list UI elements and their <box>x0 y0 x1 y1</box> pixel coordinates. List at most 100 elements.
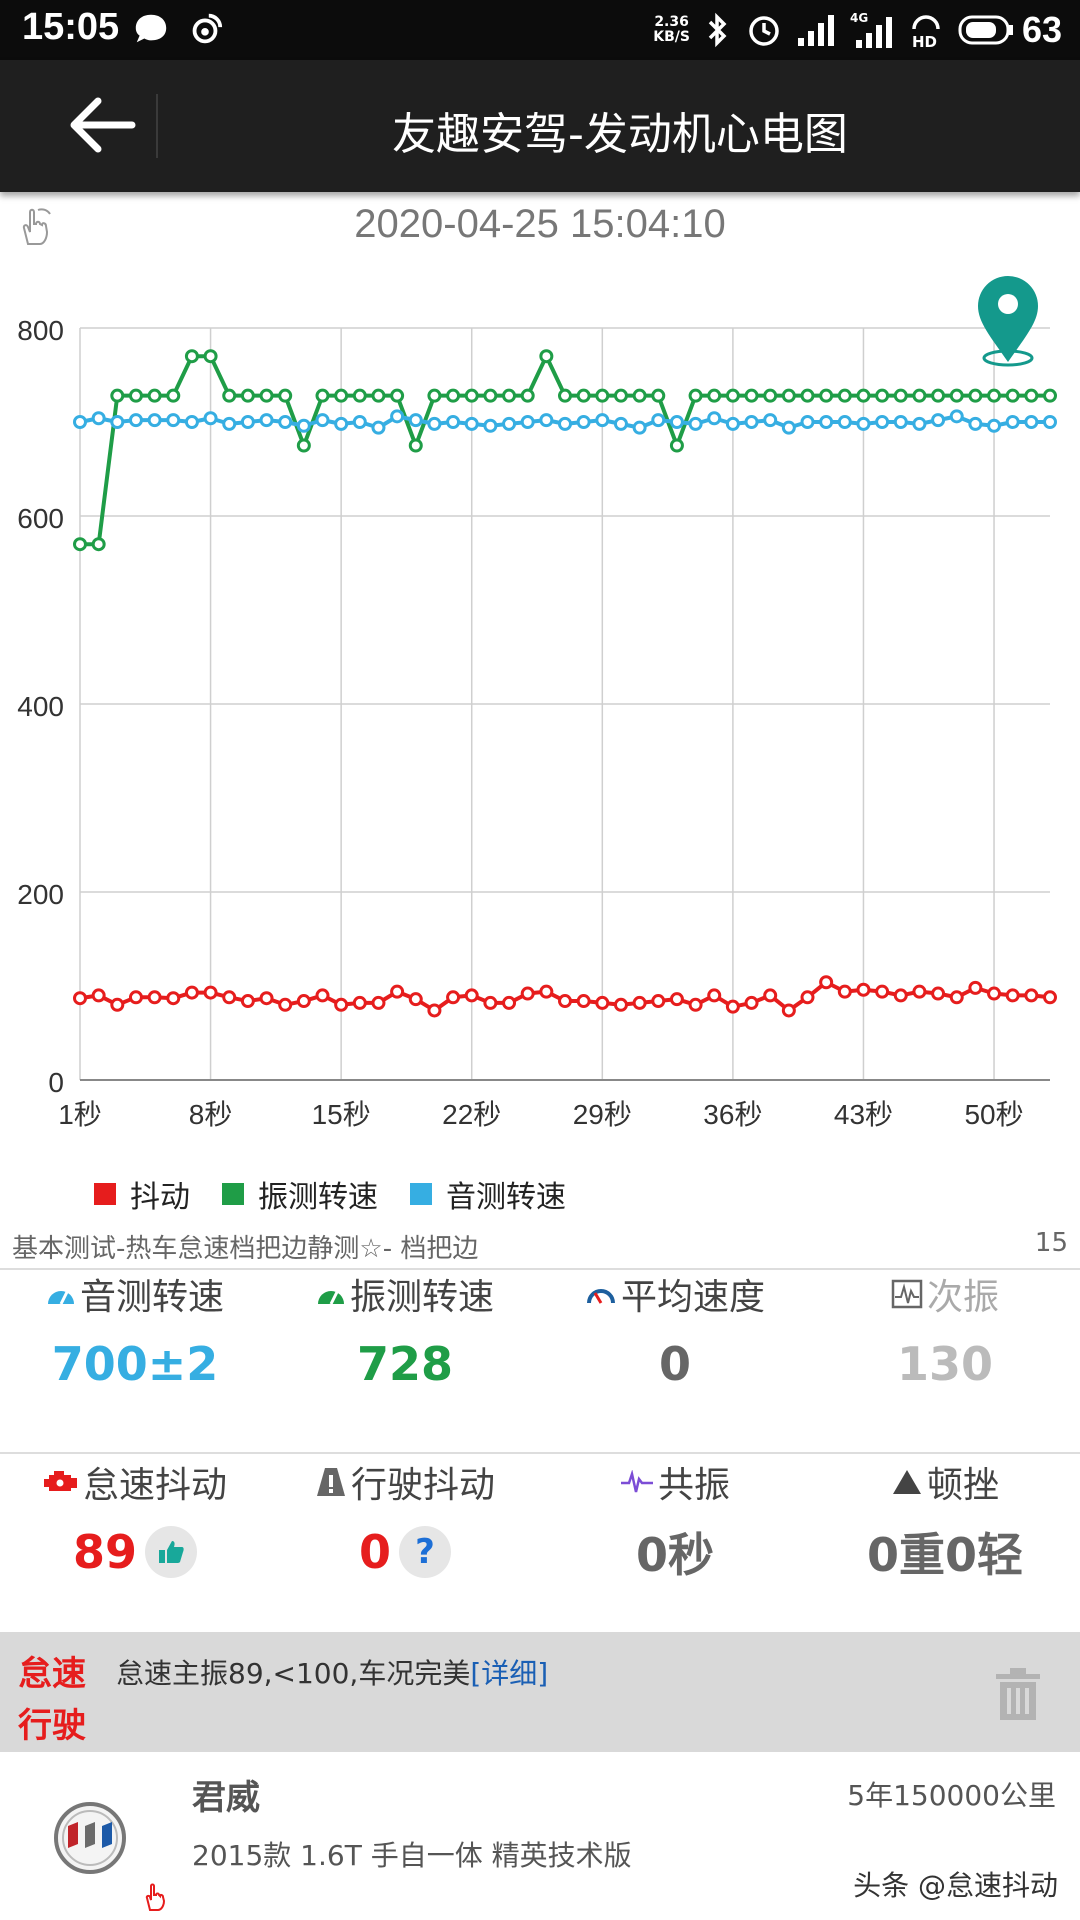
stat-resonance[interactable]: 共振 0秒 <box>540 1452 810 1592</box>
data-point <box>688 997 703 1012</box>
pulse-icon <box>620 1470 653 1493</box>
location-marker[interactable] <box>978 276 1038 367</box>
data-point <box>744 995 759 1010</box>
gauge-icon <box>317 1291 344 1305</box>
trash-icon[interactable] <box>992 1666 1044 1722</box>
x-tick-label: 1秒 <box>58 1099 102 1130</box>
data-point <box>315 988 330 1003</box>
detail-link[interactable]: [详细] <box>470 1657 549 1690</box>
data-point <box>110 997 125 1012</box>
gauge-icon <box>47 1291 74 1305</box>
map-pin-icon[interactable] <box>978 276 1038 362</box>
data-point <box>856 416 871 431</box>
appbar-divider <box>156 94 158 158</box>
data-point <box>184 415 199 429</box>
stat-sound-rpm[interactable]: 音测转速 700±2 <box>0 1264 270 1404</box>
data-point <box>427 1003 442 1018</box>
data-point <box>893 988 908 1003</box>
data-point <box>744 388 759 403</box>
data-point <box>222 416 237 431</box>
data-point <box>651 994 666 1009</box>
data-point <box>893 388 908 403</box>
data-point <box>240 388 255 403</box>
data-point <box>539 984 554 999</box>
stat-label: 平均速度 <box>620 1277 765 1318</box>
data-point <box>203 349 218 364</box>
legend-item-vibration-rpm[interactable]: 振测转速 <box>222 1172 378 1216</box>
weibo-icon <box>192 13 223 44</box>
data-point <box>837 984 852 999</box>
y-tick-label: 200 <box>17 879 64 910</box>
data-point <box>502 388 517 403</box>
data-point <box>781 1003 796 1018</box>
car-name: 君威 <box>192 1778 260 1818</box>
stat-idle-jitter[interactable]: 怠速抖动 89 <box>0 1452 270 1592</box>
stat-label: 共振 <box>657 1465 730 1506</box>
help-badge[interactable]: ? <box>399 1526 451 1578</box>
x-tick-label: 43秒 <box>834 1099 893 1130</box>
data-point <box>222 388 237 403</box>
stat-vibration-rpm[interactable]: 振测转速 728 <box>270 1264 540 1404</box>
tag-idle[interactable]: 怠速 <box>18 1654 86 1694</box>
alarm-icon <box>749 16 779 46</box>
data-point <box>707 988 722 1003</box>
data-point <box>464 388 479 403</box>
data-point <box>147 990 162 1005</box>
data-point <box>558 388 572 403</box>
stat-label: 振测转速 <box>349 1277 494 1318</box>
stat-jerk[interactable]: 顿挫 0重0轻 <box>810 1452 1080 1592</box>
stat-value: 700±2 <box>51 1337 219 1391</box>
chart-series <box>73 349 1057 1018</box>
legend-item-jitter[interactable]: 抖动 <box>94 1172 190 1216</box>
data-point <box>352 415 367 429</box>
data-point <box>166 413 181 428</box>
stat-label: 音测转速 <box>79 1277 224 1318</box>
stat-secondary-vibration[interactable]: 次振 130 <box>810 1264 1080 1404</box>
verdict-message: 怠速主振89,<100,车况完美 <box>116 1657 471 1690</box>
back-arrow-icon[interactable] <box>62 90 142 160</box>
data-point <box>315 388 330 403</box>
x-tick-label: 8秒 <box>189 1099 233 1130</box>
x-tick-label: 22秒 <box>442 1099 501 1130</box>
car-info[interactable]: 君威 2015款 1.6T 手自一体 精英技术版 5年150000公里 头条 @… <box>0 1752 1080 1920</box>
triangle-icon <box>892 1470 921 1494</box>
y-tick-label: 600 <box>17 503 64 534</box>
data-point <box>595 413 610 428</box>
data-point <box>819 415 834 429</box>
data-point <box>931 413 946 428</box>
data-point <box>520 986 535 1001</box>
data-point <box>408 438 423 453</box>
data-point <box>819 388 834 403</box>
data-point <box>446 990 461 1005</box>
data-point <box>296 438 311 453</box>
data-point <box>931 388 946 403</box>
data-point <box>1005 415 1020 429</box>
watermark: 头条 @怠速抖动 <box>853 1869 1058 1902</box>
data-point <box>446 415 461 429</box>
stat-value: 728 <box>356 1337 454 1391</box>
data-point <box>296 994 311 1009</box>
status-time: 15:05 <box>22 6 120 48</box>
data-point <box>1043 415 1057 429</box>
hand-pointer-icon[interactable] <box>14 204 58 248</box>
divider <box>0 1268 1080 1270</box>
data-point <box>483 418 498 433</box>
tap-hand-icon[interactable] <box>140 1880 170 1912</box>
stat-avg-speed[interactable]: 平均速度 0 <box>540 1264 810 1404</box>
data-point <box>632 995 647 1010</box>
legend-item-sound-rpm[interactable]: 音测转速 <box>410 1172 566 1216</box>
data-point <box>576 388 591 403</box>
data-point <box>128 990 143 1005</box>
stat-label: 次振 <box>926 1277 999 1318</box>
data-point <box>259 991 274 1006</box>
thumbs-up-badge[interactable] <box>145 1526 197 1578</box>
hd-call-icon: HD <box>912 15 940 49</box>
legend-label: 抖动 <box>130 1180 190 1215</box>
data-point <box>278 388 293 403</box>
y-tick-label: 0 <box>48 1067 64 1098</box>
stat-drive-jitter[interactable]: 行驶抖动 0 ? <box>270 1452 540 1592</box>
data-point <box>128 413 143 428</box>
stat-label: 怠速抖动 <box>82 1465 227 1506</box>
data-point <box>781 420 796 435</box>
tag-drive[interactable]: 行驶 <box>18 1706 86 1746</box>
